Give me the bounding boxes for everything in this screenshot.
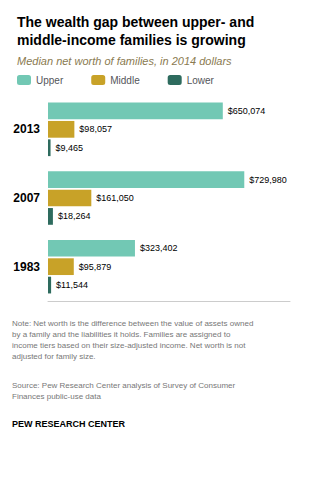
svg-text:Median net worth of families,: Median net worth of families, in 2014 do… bbox=[17, 55, 232, 67]
svg-text:Lower: Lower bbox=[187, 75, 215, 86]
svg-text:$18,264: $18,264 bbox=[58, 211, 91, 221]
svg-text:$9,465: $9,465 bbox=[56, 143, 84, 153]
svg-text:$11,544: $11,544 bbox=[56, 280, 88, 290]
svg-text:adjusted for family size.: adjusted for family size. bbox=[12, 352, 96, 361]
svg-text:$729,980: $729,980 bbox=[249, 175, 287, 185]
svg-text:$650,074: $650,074 bbox=[228, 106, 266, 116]
svg-text:Note: Net worth is the differe: Note: Net worth is the difference betwee… bbox=[12, 319, 253, 328]
svg-text:Upper: Upper bbox=[36, 75, 64, 86]
svg-text:$95,879: $95,879 bbox=[79, 262, 112, 272]
svg-text:by a family and the liabilitie: by a family and the liabilities it holds… bbox=[12, 330, 231, 339]
svg-text:income tiers based on their si: income tiers based on their size-adjuste… bbox=[12, 341, 246, 350]
svg-text:$98,057: $98,057 bbox=[79, 124, 112, 134]
svg-text:Middle: Middle bbox=[110, 75, 140, 86]
svg-text:Source: Pew Research Center an: Source: Pew Research Center analysis of … bbox=[12, 381, 236, 390]
svg-text:$161,050: $161,050 bbox=[96, 193, 134, 203]
svg-text:The wealth gap between upper-: The wealth gap between upper- and bbox=[17, 14, 254, 30]
svg-text:Finances public-use data: Finances public-use data bbox=[12, 392, 101, 401]
svg-text:2007: 2007 bbox=[13, 191, 40, 205]
svg-text:$323,402: $323,402 bbox=[140, 243, 178, 253]
svg-text:PEW RESEARCH CENTER: PEW RESEARCH CENTER bbox=[12, 419, 126, 429]
svg-text:1983: 1983 bbox=[13, 260, 40, 274]
svg-text:middle-income families is grow: middle-income families is growing bbox=[17, 32, 246, 48]
svg-text:2013: 2013 bbox=[13, 122, 40, 136]
